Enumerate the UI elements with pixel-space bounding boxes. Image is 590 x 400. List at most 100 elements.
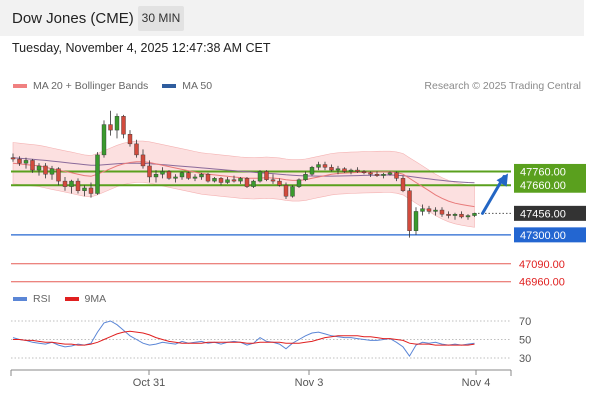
candle [264,170,269,182]
candle-body [342,168,347,172]
candle-body [316,164,321,168]
time-axis-label: Oct 31 [133,377,165,389]
rsi-level-label: 30 [519,353,531,365]
price-label-text: 47456.00 [520,208,566,220]
rsi-level-label: 50 [519,335,531,347]
candle-body [56,168,61,182]
candle-body [452,213,458,216]
candle [374,171,380,177]
candle [251,179,256,188]
bollinger-band-layer [12,140,475,228]
candle [368,171,373,177]
candle-body [459,213,464,218]
candle-body [270,179,276,182]
candle-body [387,172,393,175]
candle [56,167,61,186]
candle-body [173,176,178,179]
legend-label-rsi: RSI [33,293,51,305]
candle [231,175,237,183]
candle [309,165,315,176]
candle [446,211,451,219]
candle-body [244,178,250,187]
candle-body [355,169,360,172]
candle [134,139,139,158]
candle-body [179,172,185,178]
candle [95,152,100,195]
legend-item-ma50: MA 50 [162,80,212,92]
candle [199,172,204,180]
price-label-box [514,227,586,243]
price-label-box [514,177,586,193]
candle [472,212,477,217]
candle [23,157,29,169]
candle-body [257,171,263,182]
candle-body [303,173,308,180]
candle-body [361,171,367,174]
candle-body [335,168,341,171]
candle-body [108,124,113,131]
price-label-current: 47456.00 [514,205,586,221]
candle [329,164,334,172]
price-label-resistance: 47660.00 [514,177,586,193]
legend-label-ma20: MA 20 + Bollinger Bands [33,80,149,92]
candle-body [374,173,380,176]
candle [400,175,406,193]
candle-body [472,213,477,216]
candle-body [348,169,354,172]
rsi-legend: RSI 9MA [13,293,120,305]
candle [348,168,354,175]
candle [439,207,445,217]
candle [10,153,16,162]
price-label-resistance: 47760.00 [514,163,586,179]
candle-body [186,172,191,179]
candle [387,171,393,176]
candle [335,165,341,175]
candle [160,167,165,179]
candle-body [192,176,198,179]
candle [147,160,152,183]
candle-body [101,124,107,156]
candle-body [147,165,152,178]
candle-body [10,157,16,160]
candle-body [283,185,289,197]
candle [426,205,432,215]
timeframe-button[interactable]: 30 MIN [138,6,184,31]
price-legend: MA 20 + Bollinger Bands MA 50 [13,80,226,92]
legend-item-ma20: MA 20 + Bollinger Bands [13,80,148,92]
price-label-support: 47300.00 [514,227,586,243]
legend-swatch-ma50 [162,84,177,88]
projection-arrow-head [496,173,508,187]
candle-body [49,168,55,175]
candle-body [413,211,419,231]
chart-header: Dow Jones (CME) 30 MIN [0,0,584,36]
time-axis-label: Nov 3 [295,377,324,389]
bollinger-band [12,140,475,228]
candle-body [433,209,438,212]
candle [316,161,321,171]
candle [407,187,412,238]
candle-body [225,179,230,183]
candle [205,172,211,183]
legend-item-9ma: 9MA [64,293,106,305]
candle-body [394,172,399,179]
candle-body [140,154,146,167]
rsi-level-label: 70 [519,316,531,328]
candle-body [329,167,334,171]
candle [153,170,159,183]
candle-body [127,134,133,145]
price-label-box [514,163,586,179]
candle-body [381,173,386,176]
candle-body [199,173,204,178]
candle-body [446,213,451,216]
candle-body [121,116,126,135]
candle [277,178,282,187]
candle [361,170,367,175]
candle-body [465,215,471,218]
candle [465,214,471,220]
candle [283,182,289,200]
candle [296,178,302,188]
candle [394,171,399,182]
candle-body [218,178,224,183]
instrument-title: Dow Jones (CME) [12,10,134,27]
